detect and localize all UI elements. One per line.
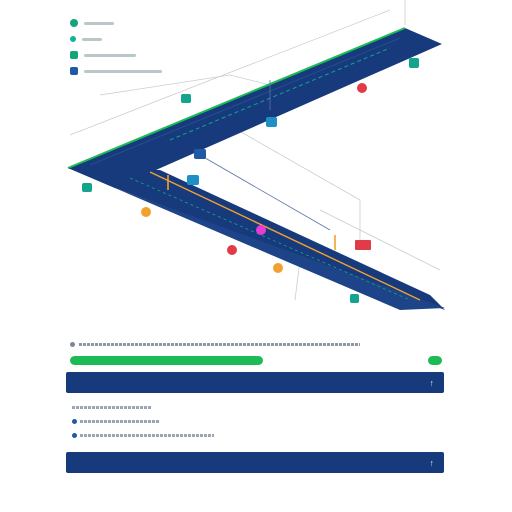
info-marker-icon[interactable] — [266, 117, 277, 127]
bullet-icon — [70, 341, 75, 347]
legend-item-info[interactable] — [70, 64, 190, 78]
area-marker-icon — [70, 36, 76, 42]
list-item[interactable] — [72, 414, 372, 428]
info-marker-icon[interactable] — [187, 175, 199, 185]
station-marker-icon — [70, 19, 78, 27]
legend-label — [84, 53, 136, 57]
map-legend — [70, 16, 190, 80]
chevron-up-icon[interactable]: ↑ — [429, 377, 435, 388]
station-marker-icon[interactable] — [82, 183, 92, 192]
zone-marker-icon — [70, 51, 78, 59]
section-header-2[interactable]: ↑ — [66, 452, 444, 473]
upper-road-segment — [67, 27, 442, 188]
waypoint-icon[interactable] — [141, 207, 151, 217]
bullet-icon — [72, 418, 77, 424]
legend-item-station[interactable] — [70, 16, 190, 30]
route-progress-bar[interactable] — [70, 356, 442, 365]
station-marker-icon[interactable] — [409, 58, 419, 68]
section-body-1 — [72, 400, 372, 442]
legend-item-area[interactable] — [70, 32, 190, 46]
legend-label — [84, 69, 162, 73]
map-markers[interactable] — [82, 58, 419, 303]
waypoint-icon[interactable] — [273, 263, 283, 273]
list-item[interactable] — [72, 428, 372, 442]
legend-label — [82, 37, 102, 41]
section-header-1[interactable]: ↑ — [66, 372, 444, 393]
list-item-text — [80, 419, 160, 423]
chevron-up-icon[interactable]: ↑ — [429, 457, 435, 468]
info-marker-icon — [70, 67, 78, 75]
connector-lines — [167, 80, 336, 250]
location-pin-icon[interactable] — [227, 245, 237, 255]
station-marker-icon[interactable] — [181, 94, 191, 103]
alert-marker-icon[interactable] — [355, 240, 371, 250]
panel-subtitle — [70, 341, 360, 347]
location-pin-icon[interactable] — [357, 83, 367, 93]
list-item-text — [80, 433, 214, 437]
legend-item-zone[interactable] — [70, 48, 190, 62]
progress-fill — [70, 356, 264, 365]
legend-label — [84, 21, 114, 25]
bullet-icon — [72, 432, 77, 438]
panel-subtitle-text — [79, 342, 360, 346]
list-item[interactable] — [72, 400, 372, 414]
progress-end-marker[interactable] — [428, 356, 442, 365]
station-marker-icon[interactable] — [350, 294, 359, 303]
highlight-pin-icon[interactable] — [256, 225, 266, 235]
list-item-text — [72, 405, 152, 409]
lower-road-segment — [68, 168, 445, 310]
isometric-route-map[interactable] — [60, 0, 460, 320]
info-marker-icon[interactable] — [194, 149, 206, 159]
